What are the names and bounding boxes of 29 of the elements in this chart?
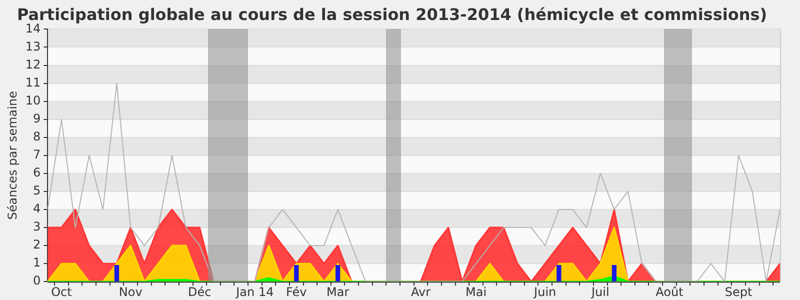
x-tick-label: Août	[656, 284, 684, 299]
x-tick-label: Oct	[51, 284, 72, 299]
x-tick-label: Fév	[286, 284, 307, 299]
x-tick-label: Mar	[326, 284, 350, 299]
y-tick-label: 5	[33, 184, 41, 198]
x-tick-label: Mai	[465, 284, 487, 299]
x-tick-label: Nov	[118, 284, 142, 299]
y-tick-label: 9	[33, 111, 41, 126]
x-tick-label: Déc	[188, 284, 212, 299]
x-tick-label: Sept	[724, 284, 752, 299]
chart-title: Participation globale au cours de la session 2013-2014 (hémicycle et commissions)	[16, 4, 768, 24]
x-tick-label: Jan 14	[235, 284, 274, 299]
y-tick-label: 2	[33, 238, 41, 252]
x-tick-label: Avr	[410, 284, 431, 299]
y-tick-label: 12	[25, 57, 41, 72]
y-tick-label: 3	[33, 220, 41, 234]
y-tick-label: 11	[25, 75, 41, 90]
y-tick-label: 0	[33, 274, 41, 288]
y-axis-title: Séances par semaine	[5, 91, 20, 220]
y-tick-label: 14	[25, 21, 41, 36]
x-tick-label: Juil	[590, 284, 610, 299]
x-tick-label: Juin	[533, 284, 556, 299]
y-tick-label: 6	[33, 166, 41, 180]
y-tick-label: 1	[33, 256, 41, 270]
y-tick-label: 13	[25, 39, 41, 54]
y-tick-label: 7	[33, 148, 41, 162]
y-tick-label: 10	[25, 93, 41, 108]
y-tick-label: 8	[33, 129, 41, 144]
y-tick-label: 4	[33, 202, 41, 216]
